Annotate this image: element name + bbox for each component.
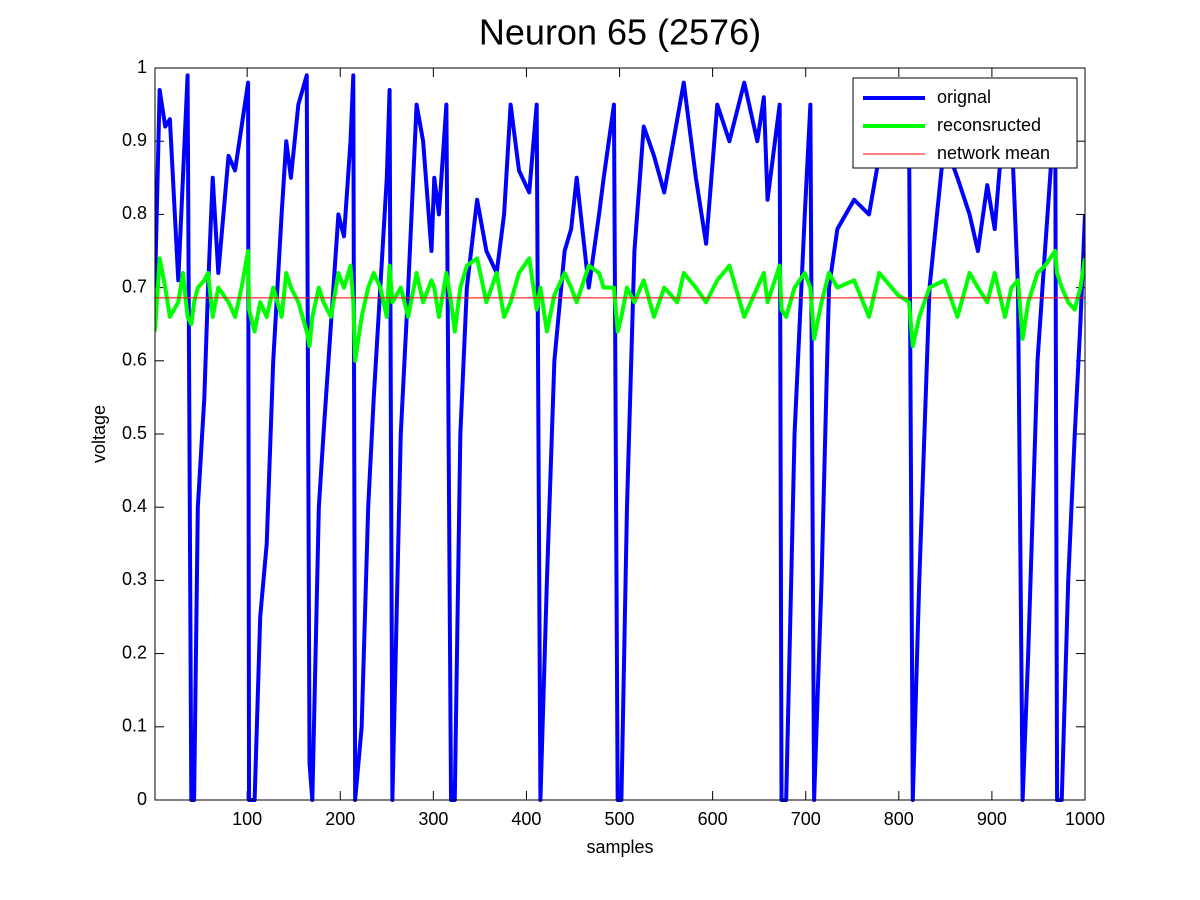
y-tick-label: 1 <box>137 57 147 77</box>
y-tick-label: 0.2 <box>122 642 147 662</box>
x-tick-label: 900 <box>977 809 1007 829</box>
y-axis-label: voltage <box>89 405 109 463</box>
legend-box <box>852 77 1078 169</box>
x-tick-label: 100 <box>232 809 262 829</box>
x-tick-label: 1000 <box>1065 809 1105 829</box>
x-tick-label: 400 <box>511 809 541 829</box>
x-axis-label: samples <box>586 837 653 857</box>
chart-title: Neuron 65 (2576) <box>479 12 761 53</box>
x-tick-label: 700 <box>791 809 821 829</box>
y-tick-label: 0.6 <box>122 350 147 370</box>
legend-label: network mean <box>937 143 1050 163</box>
x-tick-label: 800 <box>884 809 914 829</box>
x-tick-label: 200 <box>325 809 355 829</box>
y-tick-label: 0.3 <box>122 569 147 589</box>
x-tick-label: 300 <box>418 809 448 829</box>
y-tick-label: 0.8 <box>122 203 147 223</box>
legend-label: orignal <box>937 87 991 107</box>
y-tick-label: 0.1 <box>122 716 147 736</box>
series-line <box>155 73 1085 802</box>
y-tick-label: 0 <box>137 789 147 809</box>
x-tick-label: 500 <box>605 809 635 829</box>
legend-label: reconsructed <box>937 115 1041 135</box>
axes-box <box>154 67 1086 801</box>
y-tick-label: 0.9 <box>122 130 147 150</box>
x-tick-label: 600 <box>698 809 728 829</box>
y-tick-label: 0.7 <box>122 276 147 296</box>
y-tick-label: 0.5 <box>122 423 147 443</box>
y-tick-label: 0.4 <box>122 496 147 516</box>
series-line <box>155 249 1085 363</box>
